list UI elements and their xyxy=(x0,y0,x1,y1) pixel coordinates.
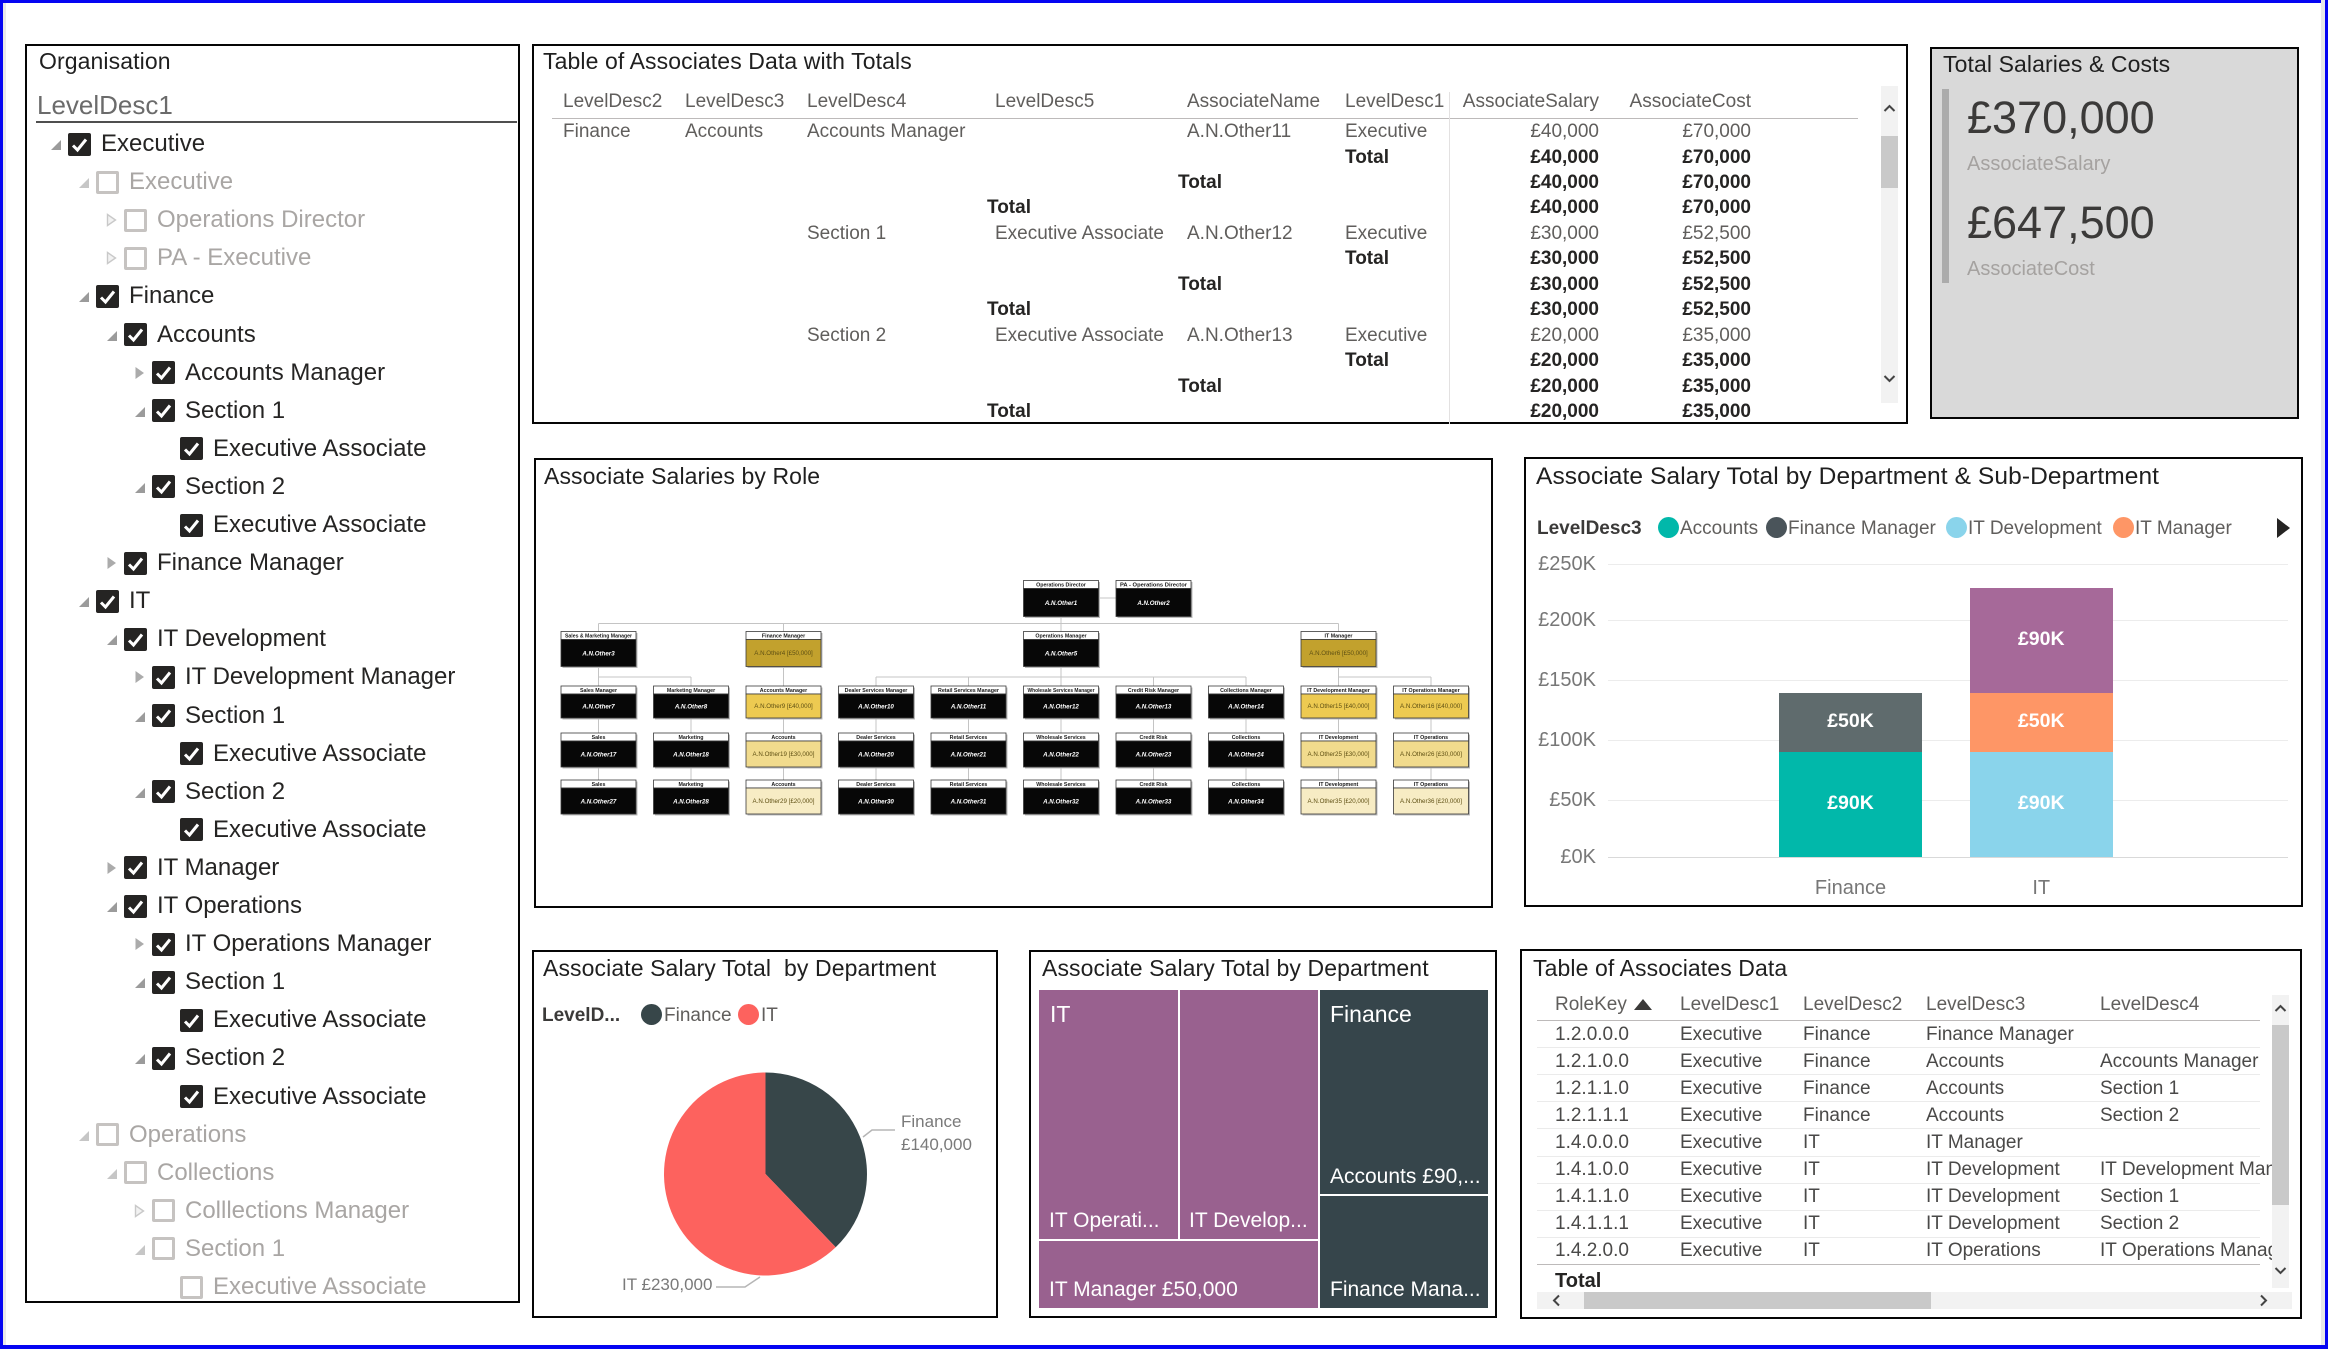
svg-text:Credit Risk Manager: Credit Risk Manager xyxy=(1128,688,1179,694)
svg-text:Dealer Services Manager: Dealer Services Manager xyxy=(845,688,908,694)
svg-text:Credit Risk: Credit Risk xyxy=(1140,735,1168,741)
svg-text:A.N.Other14: A.N.Other14 xyxy=(1227,703,1264,710)
svg-text:A.N.Other31: A.N.Other31 xyxy=(950,798,987,805)
svg-text:A.N.Other20: A.N.Other20 xyxy=(857,751,894,758)
svg-text:Collections Manager: Collections Manager xyxy=(1220,688,1272,694)
svg-text:Sales: Sales xyxy=(592,735,606,741)
svg-text:PA - Operations Director: PA - Operations Director xyxy=(1120,583,1187,589)
svg-text:Marketing: Marketing xyxy=(678,782,703,788)
svg-text:IT Operations: IT Operations xyxy=(1414,735,1448,741)
svg-text:Operations Manager: Operations Manager xyxy=(1035,634,1086,640)
svg-text:A.N.Other34: A.N.Other34 xyxy=(1227,798,1264,805)
svg-text:A.N.Other10: A.N.Other10 xyxy=(857,703,894,710)
svg-text:IT Manager: IT Manager xyxy=(1325,634,1353,640)
svg-text:Wholesale Services Manager: Wholesale Services Manager xyxy=(1028,688,1095,694)
svg-text:Credit Risk: Credit Risk xyxy=(1140,782,1168,788)
svg-text:Collections: Collections xyxy=(1232,735,1261,741)
svg-text:A.N.Other18: A.N.Other18 xyxy=(672,751,709,758)
svg-text:Retail Services Manager: Retail Services Manager xyxy=(938,688,999,694)
svg-text:A.N.Other9 [£40,000]: A.N.Other9 [£40,000] xyxy=(754,703,813,710)
svg-text:A.N.Other15 [£40,000]: A.N.Other15 [£40,000] xyxy=(1308,703,1370,710)
svg-text:A.N.Other5: A.N.Other5 xyxy=(1044,650,1078,657)
svg-text:A.N.Other26 [£30,000]: A.N.Other26 [£30,000] xyxy=(1400,751,1462,758)
svg-text:Collections: Collections xyxy=(1232,782,1261,788)
svg-text:Accounts: Accounts xyxy=(771,782,795,788)
svg-text:A.N.Other8: A.N.Other8 xyxy=(674,703,708,710)
svg-text:A.N.Other19 [£30,000]: A.N.Other19 [£30,000] xyxy=(753,751,815,758)
svg-text:IT Operations Manager: IT Operations Manager xyxy=(1402,688,1459,694)
svg-text:Marketing Manager: Marketing Manager xyxy=(667,688,715,694)
svg-text:A.N.Other22: A.N.Other22 xyxy=(1042,751,1079,758)
svg-text:Wholesale Services: Wholesale Services xyxy=(1036,782,1086,788)
svg-text:A.N.Other7: A.N.Other7 xyxy=(581,703,615,710)
svg-text:A.N.Other1: A.N.Other1 xyxy=(1044,600,1078,607)
svg-text:Dealer Services: Dealer Services xyxy=(856,782,896,788)
svg-text:A.N.Other12: A.N.Other12 xyxy=(1042,703,1079,710)
svg-text:Marketing: Marketing xyxy=(678,735,703,741)
svg-text:Operations Director: Operations Director xyxy=(1036,583,1086,589)
svg-text:Retail Services: Retail Services xyxy=(950,735,988,741)
svg-text:A.N.Other6 [£50,000]: A.N.Other6 [£50,000] xyxy=(1309,650,1368,657)
svg-text:Retail Services: Retail Services xyxy=(950,782,988,788)
svg-text:Sales: Sales xyxy=(592,782,606,788)
svg-text:A.N.Other30: A.N.Other30 xyxy=(857,798,894,805)
svg-text:A.N.Other29 [£20,000]: A.N.Other29 [£20,000] xyxy=(753,798,815,805)
svg-text:A.N.Other24: A.N.Other24 xyxy=(1227,751,1264,758)
svg-text:Wholesale Services: Wholesale Services xyxy=(1036,735,1086,741)
svg-text:A.N.Other16 [£40,000]: A.N.Other16 [£40,000] xyxy=(1400,703,1462,710)
svg-text:A.N.Other17: A.N.Other17 xyxy=(580,751,617,758)
svg-text:IT Development: IT Development xyxy=(1319,735,1359,741)
svg-text:IT Development Manager: IT Development Manager xyxy=(1307,688,1370,694)
svg-text:A.N.Other33: A.N.Other33 xyxy=(1135,798,1172,805)
svg-text:A.N.Other21: A.N.Other21 xyxy=(950,751,987,758)
svg-text:IT Development: IT Development xyxy=(1319,782,1359,788)
svg-text:IT Operations: IT Operations xyxy=(1414,782,1448,788)
svg-text:Sales Manager: Sales Manager xyxy=(580,688,617,694)
svg-text:A.N.Other27: A.N.Other27 xyxy=(580,798,617,805)
svg-text:Dealer Services: Dealer Services xyxy=(856,735,896,741)
svg-text:A.N.Other2: A.N.Other2 xyxy=(1136,600,1170,607)
svg-text:A.N.Other32: A.N.Other32 xyxy=(1042,798,1079,805)
svg-text:A.N.Other4 [£50,000]: A.N.Other4 [£50,000] xyxy=(754,650,813,657)
svg-text:Sales & Marketing Manager: Sales & Marketing Manager xyxy=(565,634,632,640)
svg-text:A.N.Other13: A.N.Other13 xyxy=(1135,703,1172,710)
svg-text:A.N.Other25 [£30,000]: A.N.Other25 [£30,000] xyxy=(1308,751,1370,758)
svg-text:A.N.Other23: A.N.Other23 xyxy=(1135,751,1172,758)
svg-text:A.N.Other11: A.N.Other11 xyxy=(950,703,987,710)
svg-text:A.N.Other3: A.N.Other3 xyxy=(581,650,615,657)
svg-text:A.N.Other35 [£20,000]: A.N.Other35 [£20,000] xyxy=(1308,798,1370,805)
svg-text:Accounts: Accounts xyxy=(771,735,795,741)
svg-text:A.N.Other36 [£20,000]: A.N.Other36 [£20,000] xyxy=(1400,798,1462,805)
svg-text:A.N.Other28: A.N.Other28 xyxy=(672,798,709,805)
svg-text:Finance Manager: Finance Manager xyxy=(762,634,805,640)
svg-text:Accounts Manager: Accounts Manager xyxy=(760,688,807,694)
